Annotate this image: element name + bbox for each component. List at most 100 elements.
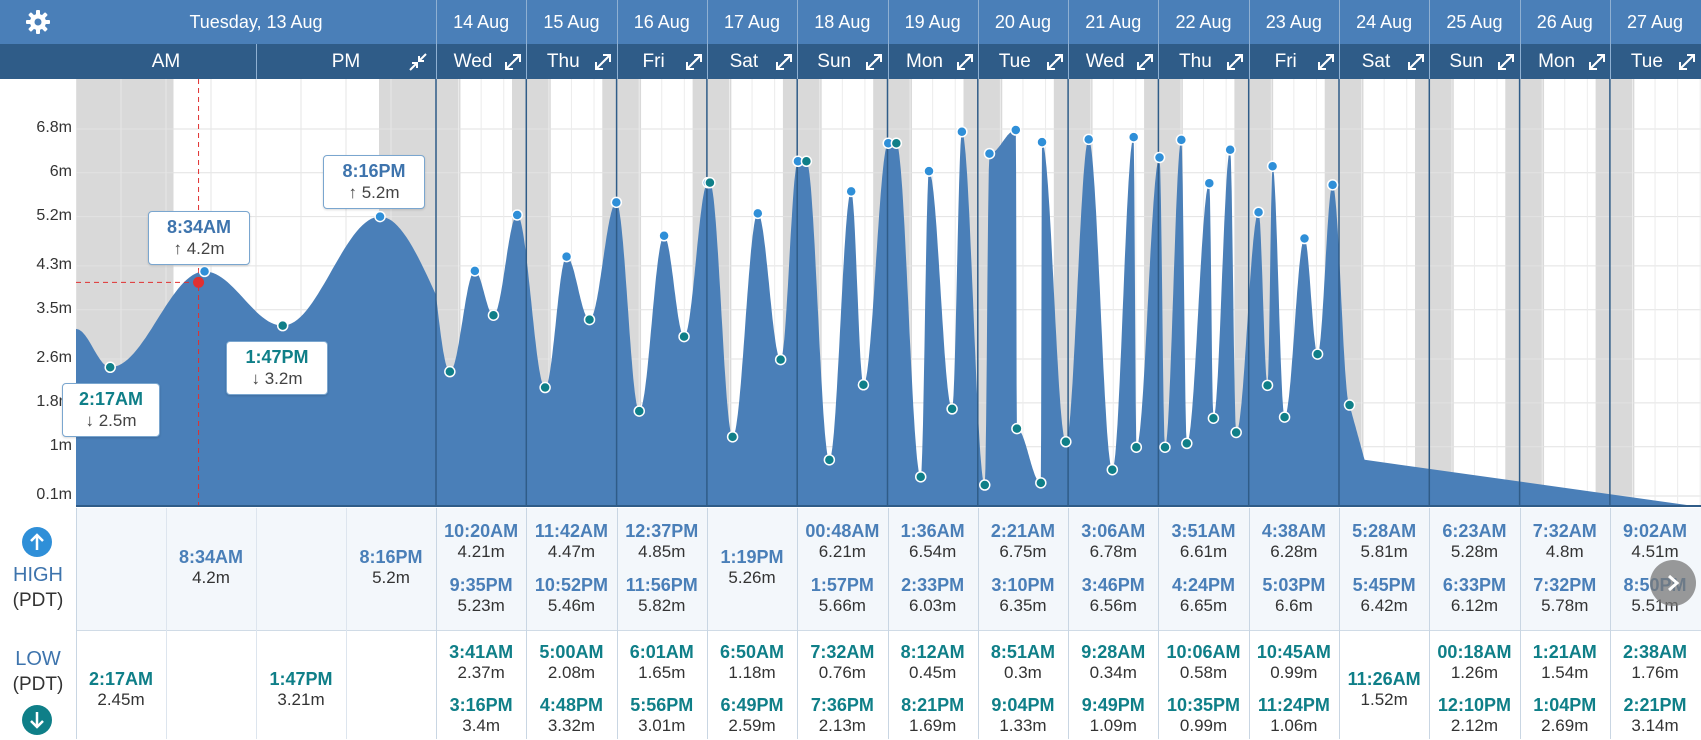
high-tide-point [469,265,481,277]
table-divider [1158,508,1160,739]
tide-height: 6.75m [999,542,1047,561]
tide-entry: 9:35PM 5.23m [436,574,526,616]
low-tz-label: (PDT) [12,674,64,695]
high-tide-point [1036,136,1048,148]
tide-height: 1.65m [638,663,686,682]
low-tide-point [946,403,958,415]
expand-icon[interactable] [1587,52,1607,72]
day-divider [797,0,799,79]
am-pm-divider [256,44,257,79]
day-divider [526,0,528,79]
expand-icon[interactable] [1135,52,1155,72]
tide-height: 6.78m [1089,542,1137,561]
high-tide-row [0,508,1701,630]
chevron-right-icon [1668,574,1680,592]
expand-icon[interactable] [593,52,613,72]
low-tide-point [979,479,991,491]
tide-entry: 3:06AM 6.78m [1068,520,1158,562]
high-tide-point [560,250,573,263]
tide-time: 2:38AM [1623,642,1688,662]
tide-entry: 1:36AM 6.54m [888,520,978,562]
table-divider [1248,508,1250,739]
tide-height: 5.78m [1541,596,1589,615]
tide-entry: 5:28AM 5.81m [1339,520,1429,562]
tide-time: 3:51AM [1171,521,1236,541]
high-tide-point [845,185,857,198]
expand-icon[interactable] [1225,52,1245,72]
tide-height: 3.32m [547,716,596,735]
high-tide-point [374,210,386,223]
night-shading [1415,79,1454,507]
tide-height: 6.61m [1179,542,1228,561]
tide-time: 11:42AM [534,521,608,541]
expand-icon[interactable] [774,52,794,72]
tide-time: 10:52PM [534,575,608,595]
tide-height: 4.51m [1631,542,1679,561]
expand-icon[interactable] [1316,52,1336,72]
tide-entry: 8:34AM 4.2m [166,546,256,588]
tide-height: 2.59m [728,716,776,735]
day-date-label: 23 Aug [1265,12,1322,32]
tide-time: 4:48PM [539,695,603,715]
expand-icon[interactable] [864,52,884,72]
callout-high-1-time: 8:34AM [166,217,232,237]
tide-entry: 6:50AM 1.18m [707,641,797,683]
high-tide-point [1010,124,1022,136]
tide-time: 8:21PM [901,695,965,715]
settings-button[interactable] [0,0,76,44]
tide-height: 1.52m [1360,690,1408,709]
tide-time: 6:49PM [720,695,784,715]
table-divider [256,508,257,739]
next-page-button[interactable] [1650,560,1696,606]
expand-icon[interactable] [955,52,975,72]
tide-entry: 6:23AM 5.28m [1429,520,1519,562]
callout-low-2-time: 1:47PM [245,347,309,367]
tide-time: 2:21AM [990,521,1055,541]
expand-icon[interactable] [1496,52,1516,72]
day-weekday-label: Mon [906,51,943,72]
collapse-icon[interactable] [408,52,428,72]
day-weekday-label: Sat [729,51,759,72]
low-tide-point [823,454,836,466]
tide-time: 10:35PM [1167,695,1241,715]
tide-height: 5.46m [547,596,596,615]
day-weekday-label: Mon [1538,51,1576,72]
low-tide-point [1278,411,1291,423]
day-weekday-label: Thu [546,51,580,72]
expand-icon[interactable] [684,52,704,72]
tide-time: 3:41AM [449,642,514,662]
table-divider [797,508,799,739]
tide-entry: 2:21AM 6.75m [978,520,1068,562]
tide-entry: 5:03PM 6.6m [1249,574,1339,616]
tide-entry: 12:10PM 2.12m [1429,694,1519,736]
day-date-label: 21 Aug [1085,12,1142,32]
night-shading [1505,79,1545,507]
expand-icon[interactable] [1677,52,1697,72]
high-tide-point [1266,160,1279,172]
day-divider [1339,0,1340,79]
tide-time: 6:01AM [629,642,694,662]
tide-height: 4.85m [638,542,686,561]
callout-high-2-value: ↑ 5.2m [348,183,400,202]
tide-entry: 11:24PM 1.06m [1249,694,1339,736]
expand-icon[interactable] [1406,52,1426,72]
expand-icon[interactable] [503,52,523,72]
expand-icon[interactable] [1045,52,1065,72]
high-tide-point [1224,144,1236,156]
tide-entry: 3:16PM 3.4m [436,694,526,736]
tide-height: 6.42m [1360,596,1408,615]
callout-high-1: 8:34AM ↑ 4.2m [148,211,250,265]
tide-entry: 1:57PM 5.66m [797,574,887,616]
tide-entry: 10:06AM 0.58m [1158,641,1248,683]
tide-height: 6.21m [818,542,866,561]
low-tide-row [0,630,1701,740]
callout-high-2: 8:16PM ↑ 5.2m [323,155,425,209]
tide-height: 4.2m [192,568,230,587]
tide-time: 5:03PM [1262,575,1326,595]
tide-time: 7:32AM [810,642,875,662]
tide-entry: 7:36PM 2.13m [797,694,887,736]
low-tide-point [1035,477,1047,489]
high-tz-label: (PDT) [12,590,64,611]
day-date-label: 17 Aug [724,12,781,32]
tide-time: 5:45PM [1352,575,1416,595]
